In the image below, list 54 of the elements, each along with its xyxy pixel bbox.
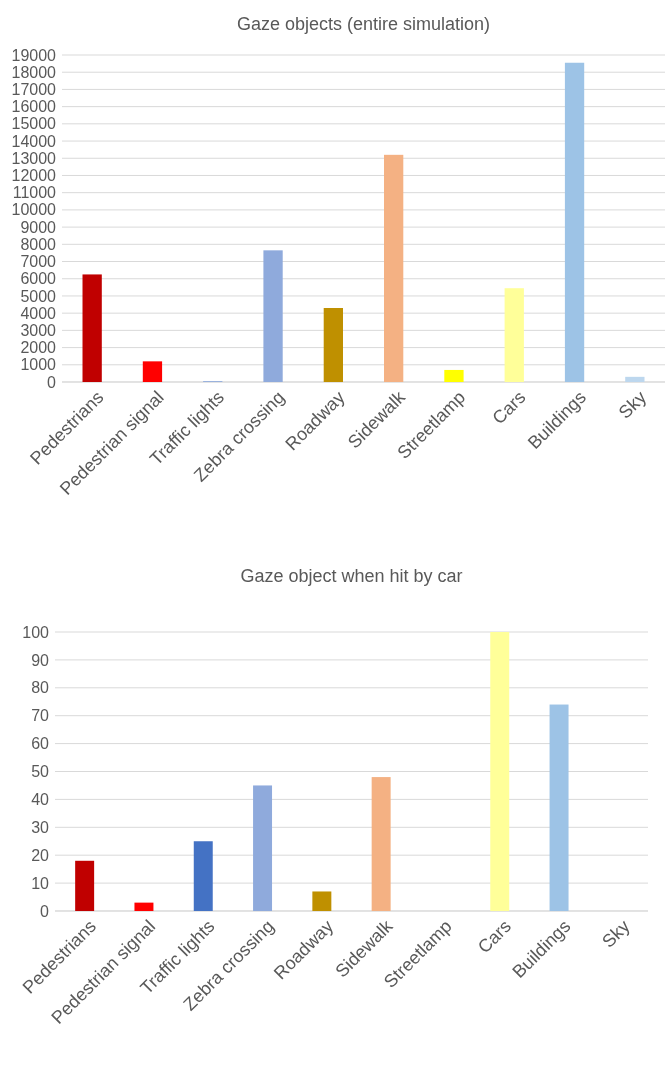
y-tick-label: 15000 [11, 115, 57, 133]
x-tick-label: Sky [614, 387, 651, 423]
y-tick-label: 80 [31, 679, 50, 697]
y-tick-label: 3000 [20, 321, 57, 339]
bar [625, 376, 645, 382]
y-tick-label: 10 [31, 874, 50, 892]
bar [263, 250, 283, 382]
y-tick-label: 5000 [20, 287, 57, 305]
y-tick-label: 90 [31, 651, 50, 669]
bar [490, 632, 510, 911]
bar [193, 841, 213, 911]
bar [371, 777, 391, 911]
bar [134, 902, 154, 911]
y-tick-label: 1000 [20, 356, 57, 374]
y-tick-label: 13000 [11, 149, 57, 167]
y-tick-label: 8000 [20, 235, 57, 253]
bar [444, 369, 464, 382]
y-tick-label: 7000 [20, 253, 57, 271]
chart-title: Gaze object when hit by car [240, 566, 463, 586]
x-tick-label: Sky [598, 916, 634, 952]
y-tick-label: 9000 [20, 218, 57, 236]
bar [504, 288, 524, 382]
x-tick-label: Cars [488, 387, 530, 429]
y-tick-label: 6000 [20, 270, 57, 288]
y-tick-label: 11000 [12, 184, 57, 202]
y-tick-label: 17000 [11, 81, 57, 99]
bar [253, 785, 273, 911]
bar [323, 308, 343, 382]
bar [142, 361, 163, 382]
bar [75, 860, 95, 911]
y-tick-label: 4000 [20, 304, 57, 322]
y-tick-label: 2000 [20, 339, 57, 357]
bar [564, 62, 585, 382]
y-tick-label: 10000 [11, 201, 57, 219]
bar [549, 704, 569, 911]
chart-title: Gaze objects (entire simulation) [236, 14, 491, 34]
y-tick-label: 0 [47, 373, 57, 391]
y-tick-label: 70 [31, 707, 50, 725]
y-tick-label: 50 [31, 763, 50, 781]
y-tick-label: 100 [22, 623, 50, 641]
y-tick-label: 30 [31, 818, 50, 836]
y-tick-label: 40 [31, 791, 50, 808]
y-tick-label: 60 [31, 735, 50, 753]
y-tick-label: 20 [31, 846, 50, 864]
y-tick-label: 0 [40, 902, 50, 920]
y-tick-label: 14000 [11, 132, 57, 150]
bar [82, 274, 102, 382]
y-tick-label: 12000 [11, 167, 57, 185]
y-tick-label: 18000 [11, 63, 57, 81]
y-tick-label: 16000 [11, 98, 57, 116]
y-tick-label: 19000 [11, 46, 57, 64]
bar [312, 891, 332, 911]
x-tick-label: Cars [474, 916, 516, 958]
bar [384, 154, 404, 382]
